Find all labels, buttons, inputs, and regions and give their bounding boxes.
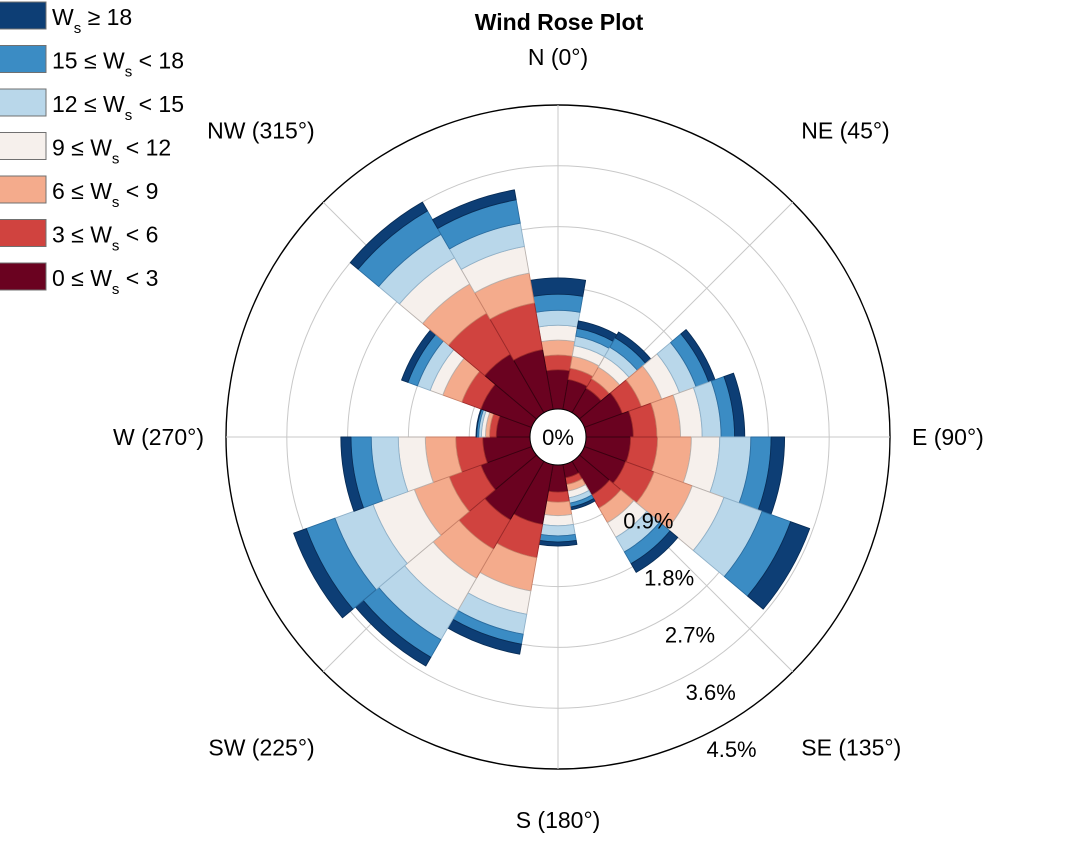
sector-40 — [571, 331, 652, 420]
bar-segment-0-3-6 — [543, 354, 573, 372]
radial-tick-label: 2.7% — [665, 623, 715, 648]
legend-item: Ws ≥ 18 — [0, 1, 132, 37]
direction-label: S (180°) — [516, 807, 601, 833]
bar-segment-180-12-15 — [540, 524, 576, 537]
legend-label: 15 ≤ Ws < 18 — [52, 48, 184, 81]
legend-label: 0 ≤ Ws < 3 — [52, 265, 158, 298]
direction-label: SW (225°) — [208, 734, 314, 760]
center-hub: 0% — [529, 408, 587, 466]
legend-item: 9 ≤ Ws < 12 — [0, 132, 171, 168]
direction-label: N (0°) — [528, 44, 588, 70]
sector-140 — [571, 454, 679, 573]
bar-segment-140->=18 — [630, 530, 679, 573]
direction-label: NE (45°) — [801, 118, 889, 144]
legend-swatch — [0, 262, 47, 291]
sector-280 — [475, 408, 533, 438]
radial-tick-label: 4.5% — [706, 737, 756, 762]
bar-segment-260->=18 — [340, 436, 364, 512]
bar-segment-0-9-12 — [538, 324, 578, 343]
sector-320 — [349, 201, 545, 420]
bar-segment-0-12-15 — [535, 309, 581, 328]
legend-item: 6 ≤ Ws < 9 — [0, 175, 158, 211]
legend-swatch — [0, 175, 47, 204]
bar-segment-180-6-9 — [543, 500, 573, 517]
legend-label: 9 ≤ Ws < 12 — [52, 135, 171, 168]
sector-20 — [562, 320, 618, 414]
bar-segment-0-6-9 — [540, 339, 576, 357]
direction-label: SE (135°) — [801, 734, 901, 760]
sector-0 — [529, 277, 587, 410]
radial-tick-label: 3.6% — [686, 680, 736, 705]
legend-swatch — [0, 45, 47, 73]
legend-label: Ws ≥ 18 — [52, 4, 132, 37]
bar-segment-0->=18 — [529, 277, 587, 297]
radial-tick-label: 1.8% — [644, 566, 694, 591]
bar-segment-180-9-12 — [542, 514, 574, 527]
legend-item: 0 ≤ Ws < 3 — [0, 262, 158, 298]
legend-item: 12 ≤ Ws < 15 — [0, 88, 184, 124]
wind-bars — [293, 189, 811, 667]
bar-segment-180-3-6 — [546, 490, 570, 503]
sector-200 — [447, 460, 554, 655]
bar-segment-240->=18 — [293, 528, 354, 619]
sector-80 — [583, 372, 746, 438]
legend-swatch — [0, 88, 47, 117]
sector-220 — [354, 454, 545, 667]
direction-label: W (270°) — [113, 424, 204, 450]
direction-labels: N (0°) NE (45°) E (90°) SE (135°) S (180°) SW… — [113, 44, 984, 833]
legend-swatch — [0, 219, 47, 247]
legend: Ws ≥ 18 15 ≤ Ws < 18 12 ≤ Ws < 15 9 ≤ Ws < … — [0, 1, 184, 298]
bar-segment-0-15-18 — [532, 293, 584, 313]
sector-100 — [583, 436, 786, 515]
bar-segment-340->=18 — [432, 189, 517, 229]
legend-label: 6 ≤ Ws < 9 — [52, 178, 158, 211]
direction-label: NW (315°) — [207, 118, 315, 144]
chart-title: Wind Rose Plot — [475, 9, 644, 35]
bar-segment-320->=18 — [349, 201, 428, 270]
sector-260 — [340, 436, 533, 512]
bar-segment-120->=18 — [747, 521, 811, 610]
sector-240 — [293, 446, 537, 619]
radial-tick-label: 0.9% — [623, 508, 673, 533]
center-circle — [529, 408, 587, 466]
legend-label: 3 ≤ Ws < 6 — [52, 222, 158, 255]
legend-item: 15 ≤ Ws < 18 — [0, 45, 184, 81]
sector-120 — [579, 446, 811, 610]
legend-swatch — [0, 1, 47, 30]
legend-item: 3 ≤ Ws < 6 — [0, 219, 158, 255]
legend-label: 12 ≤ Ws < 15 — [52, 91, 184, 124]
legend-swatch — [0, 132, 47, 160]
sector-180 — [538, 464, 578, 547]
center-label: 0% — [542, 425, 574, 450]
sector-340 — [432, 189, 554, 414]
radial-tick-labels: 0.9% 1.8% 2.7% 3.6% 4.5% — [623, 508, 756, 762]
direction-label: E (90°) — [912, 424, 984, 450]
sector-60 — [579, 329, 716, 428]
